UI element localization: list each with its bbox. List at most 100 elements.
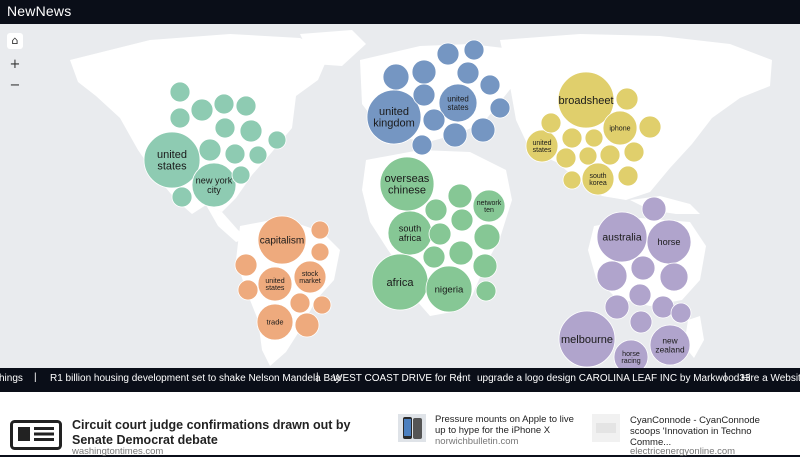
topic-bubble[interactable] [447,183,473,209]
topic-bubble[interactable] [411,134,433,156]
topic-bubble[interactable] [411,59,437,85]
cyanconnode-thumbnail[interactable] [592,414,620,442]
topic-bubble[interactable] [596,260,628,292]
topic-bubble[interactable] [630,255,656,281]
topic-bubble[interactable] [442,122,468,148]
topic-bubble[interactable] [659,262,689,292]
topic-bubble[interactable] [584,128,604,148]
topic-bubble[interactable] [171,186,193,208]
topic-bubble[interactable] [235,95,257,117]
topic-bubble[interactable] [578,146,598,166]
ticker-item[interactable]: hings [0,373,23,384]
topic-bubble[interactable] [475,280,497,302]
topic-bubble[interactable] [412,83,436,107]
topic-bubble[interactable] [422,108,446,132]
topic-bubble[interactable] [293,260,327,294]
topic-bubble[interactable] [558,310,616,368]
topic-bubble[interactable] [596,211,648,263]
topic-bubble[interactable] [422,245,446,269]
bubble-map[interactable]: united states new york city capitalism united… [0,24,800,368]
topic-bubble[interactable] [670,302,692,324]
topic-bubble[interactable] [561,127,583,149]
second-headline-link[interactable]: Pressure mounts on Apple to live up to h… [435,414,574,436]
topic-bubble[interactable] [473,223,501,251]
topic-bubble[interactable] [289,292,311,314]
topic-bubble[interactable] [649,324,691,366]
home-button[interactable]: ⌂ [7,33,23,49]
topic-bubble[interactable] [234,253,258,277]
topic-bubble[interactable] [540,112,562,134]
topic-bubble[interactable] [169,107,191,129]
cluster-africa[interactable]: overseaschinesesouthafricaafricanigerian… [371,156,506,313]
topic-bubble[interactable] [479,74,501,96]
topic-bubble[interactable] [190,98,214,122]
topic-bubble[interactable] [214,117,236,139]
topic-bubble[interactable] [489,97,511,119]
ticker-item[interactable]: upgrade a logo design CAROLINA LEAF INC … [477,373,751,384]
topic-bubble[interactable] [557,71,615,129]
topic-bubble[interactable] [641,196,667,222]
topic-bubble[interactable] [382,63,410,91]
topic-bubble[interactable] [623,141,645,163]
third-headline-link[interactable]: CyanConnode - CyanConnode scoops 'Innova… [630,415,760,448]
topic-bubble[interactable] [239,119,263,143]
topic-bubble[interactable] [424,198,448,222]
topic-bubble[interactable] [448,240,474,266]
topic-bubble[interactable] [231,165,251,185]
topic-bubble[interactable] [257,215,307,265]
topic-bubble[interactable] [604,294,630,320]
topic-bubble[interactable] [438,83,478,123]
topic-bubble[interactable] [191,162,237,208]
topic-bubble[interactable] [628,283,652,307]
topic-bubble[interactable] [555,147,577,169]
topic-bubble[interactable] [310,242,330,262]
topic-bubble[interactable] [463,39,485,61]
ticker-item[interactable]: WEST COAST DRIVE for Rent [333,373,471,384]
topic-bubble[interactable] [472,189,506,223]
news-ticker[interactable]: hings R1 billion housing development set … [0,368,800,392]
main-headline-link[interactable]: Circuit court judge confirmations drawn … [72,418,351,447]
topic-bubble[interactable] [651,295,675,319]
topic-bubble[interactable] [224,143,246,165]
topic-bubble[interactable] [248,145,268,165]
topic-bubble[interactable] [436,42,460,66]
topic-bubble[interactable] [312,295,332,315]
topic-bubble[interactable] [638,115,662,139]
topic-bubble[interactable] [629,310,653,334]
iphone-thumbnail[interactable] [398,414,426,442]
zoom-in-button[interactable]: + [7,57,23,73]
zoom-out-button[interactable]: − [7,78,23,94]
ticker-item[interactable]: R1 billion housing development set to sh… [50,373,341,384]
topic-bubble[interactable] [294,312,320,338]
topic-bubble[interactable] [425,265,473,313]
topic-bubble[interactable] [470,117,496,143]
topic-bubble[interactable] [237,279,259,301]
topic-bubble[interactable] [143,131,201,189]
topic-bubble[interactable] [267,130,287,150]
topic-bubble[interactable] [602,110,638,146]
topic-bubble[interactable] [472,253,498,279]
topic-bubble[interactable] [456,61,480,85]
topic-bubble[interactable] [169,81,191,103]
topic-bubble[interactable] [310,220,330,240]
ticker-item[interactable]: Hire a Website [741,373,800,384]
topic-bubble[interactable] [525,129,559,163]
topic-bubble[interactable] [450,208,474,232]
topic-bubble[interactable] [256,303,294,341]
topic-bubble[interactable] [613,339,649,368]
topic-bubble[interactable] [428,222,452,246]
topic-bubble[interactable] [257,266,293,302]
topic-bubble[interactable] [581,162,615,196]
topic-bubble[interactable] [615,87,639,111]
topic-bubble[interactable] [213,93,235,115]
topic-bubble[interactable] [599,144,621,166]
topic-bubble[interactable] [562,170,582,190]
topic-bubble[interactable] [617,165,639,187]
